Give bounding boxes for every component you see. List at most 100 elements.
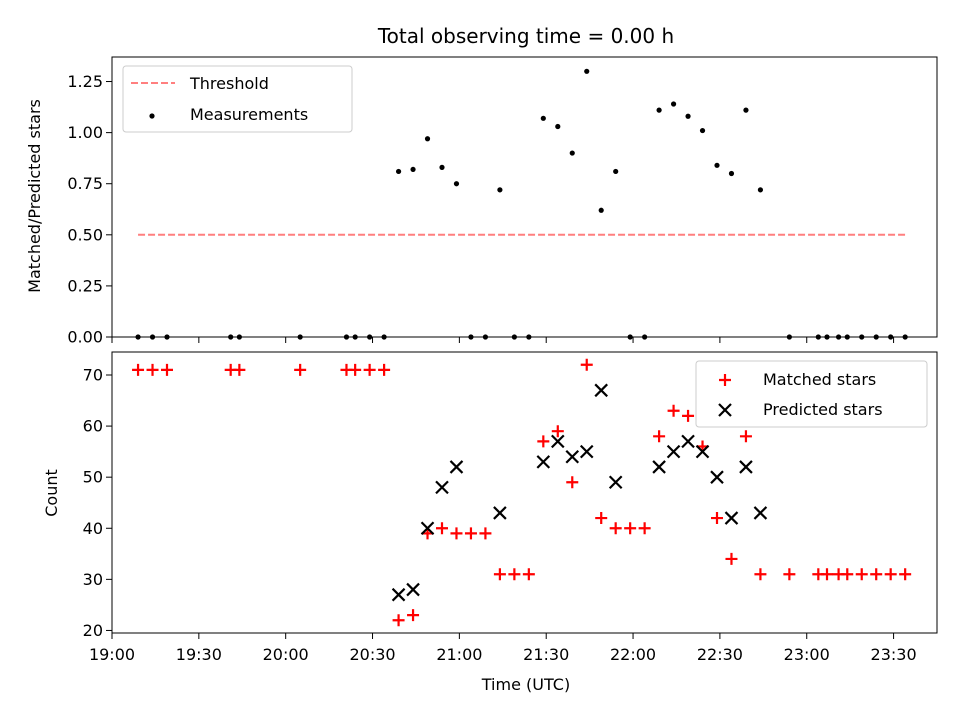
matched-star-point [378,363,391,376]
x-tick-label: 23:30 [871,645,917,664]
matched-star-point [595,512,608,525]
matched-star-point [132,363,145,376]
matched-star-point [783,568,796,581]
top-y-tick-label: 0.75 [67,174,103,193]
bottom-legend: Matched stars Predicted stars [695,360,928,428]
matched-star-point [508,568,521,581]
predicted-star-point [579,444,594,459]
matched-star-point [349,363,362,376]
matched-star-point [522,568,535,581]
top-y-tick-label: 0.25 [67,276,103,295]
predicted-star-point [420,521,435,536]
matched-star-point [638,522,651,535]
matched-star-point [884,568,897,581]
bottom-y-axis-label: Count [42,469,61,517]
matched-star-point [667,404,680,417]
top-plot-frame [111,56,938,338]
predicted-star-point [536,455,551,469]
x-axis-label: Time (UTC) [481,675,570,694]
measurement-point [656,107,662,113]
top-legend-box [122,65,353,133]
matched-star-point [821,568,833,581]
top-y-tick-label: 0.50 [67,225,103,244]
predicted-star-point [565,449,580,464]
matched-star-point [551,425,564,438]
predicted-star-point [391,587,406,602]
bottom-legend-box [695,360,928,428]
x-tick-label: 21:30 [523,645,569,664]
top-y-tick-label: 1.00 [67,123,103,142]
matched-star-point [392,614,405,627]
predicted-star-point [435,480,449,495]
matched-star-point [682,409,695,422]
matched-star-point [537,435,550,448]
measurement-point [439,164,445,170]
bottom-y-tick-label: 40 [83,519,103,538]
x-tick-label: 20:30 [349,645,395,664]
bottom-y-tick-label: 50 [83,468,103,487]
matched-star-point [624,522,637,535]
top-y-tick-label: 1.25 [67,72,103,91]
x-tick-label: 22:30 [697,645,743,664]
measurement-point [540,115,546,121]
predicted-star-point [594,383,608,398]
measurement-point [743,107,749,113]
measurement-point [699,127,706,134]
predicted-star-point [406,582,420,597]
matched-star-point [870,568,883,581]
matched-star-point [580,358,593,371]
predicted-star-point [449,460,464,474]
measurement-point [569,150,575,156]
matched-star-point [653,430,666,443]
matched-star-point [146,363,159,376]
bottom-plot-area: 20 30 40 50 60 70 19:00 19:30 20:00 20:30 21:00 21:… [83,351,938,664]
x-tick-label: 23:00 [784,645,830,664]
legend-predicted-swatch [718,403,732,417]
measurement-point [728,170,735,177]
matched-star-point [436,522,448,535]
predicted-star-point [551,434,565,449]
matched-star-point [754,568,767,581]
matched-star-point [161,363,173,376]
legend-threshold-label: Threshold [189,74,269,93]
top-y-axis-label: Matched/Predicted stars [25,99,44,293]
chart-title: Total observing time = 0.00 h [377,24,674,48]
measurement-point [555,123,561,130]
measurement-point [714,162,720,168]
measurement-point [497,187,503,193]
legend-matched-label: Matched stars [763,370,876,389]
predicted-star-point [666,444,681,459]
top-y-tick-label: 0.00 [67,328,103,347]
measurement-point [410,166,416,173]
matched-star-point [609,522,622,535]
matched-star-point [407,609,420,622]
measurement-point [757,187,764,193]
measurement-point [670,101,677,107]
predicted-star-point [681,434,695,449]
measurement-point [613,168,619,175]
predicted-star-point [493,506,507,520]
legend-matched-swatch [719,374,731,386]
bottom-plot-frame [111,351,938,634]
matched-star-point [566,476,579,489]
predicted-star-point [652,460,666,474]
measurement-point [685,113,691,119]
matched-star-point [464,527,477,540]
measurement-point [584,68,590,74]
legend-predicted-label: Predicted stars [763,400,883,419]
matched-star-point [711,512,723,525]
predicted-star-point [695,444,710,459]
legend-measurements-swatch [149,113,155,119]
x-tick-label: 20:00 [263,645,309,664]
measurement-point [424,136,431,142]
x-tick-label: 21:00 [436,645,482,664]
measurement-point [395,168,402,175]
matched-star-point [363,363,376,376]
bottom-y-tick-label: 30 [83,570,103,589]
bottom-y-tick-label: 20 [83,621,103,640]
predicted-star-point [739,460,753,474]
matched-star-point [233,363,246,376]
predicted-star-point [724,511,739,525]
matched-star-point [855,568,868,581]
